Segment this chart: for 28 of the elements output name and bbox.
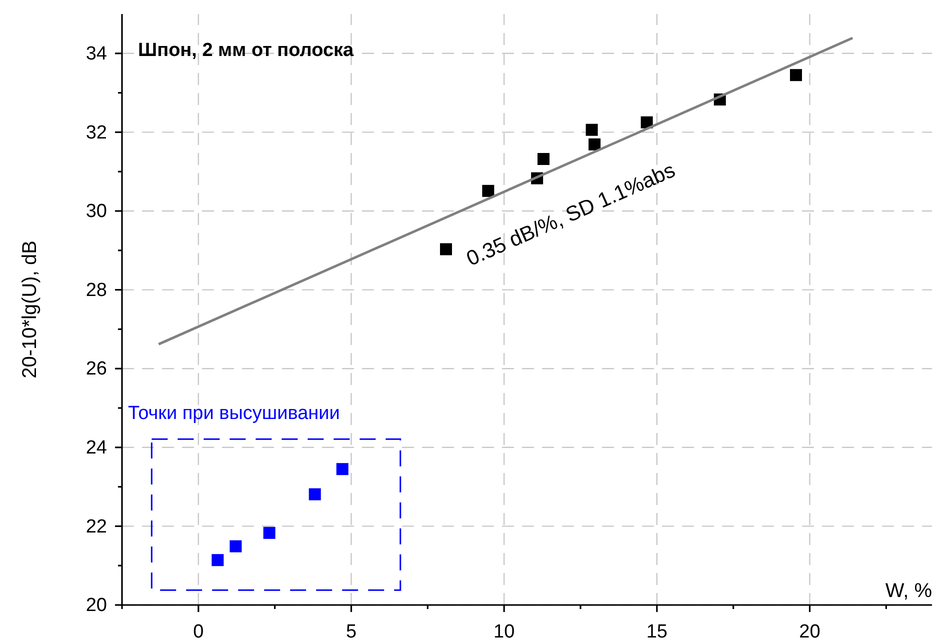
y-tick-label: 24 — [86, 437, 108, 458]
y-tick-label: 28 — [86, 280, 107, 301]
point — [440, 243, 452, 256]
point — [482, 184, 494, 197]
point — [586, 124, 598, 136]
point — [336, 463, 348, 476]
x-tick-label: 10 — [494, 621, 515, 642]
y-tick-label: 30 — [86, 201, 107, 222]
y-tick-label: 34 — [86, 43, 108, 64]
text: Шпон, 2 мм от полоска — [138, 40, 354, 61]
point — [538, 152, 550, 165]
x-axis-title: W, % — [885, 580, 932, 602]
point — [308, 488, 321, 500]
y-tick-label: 26 — [86, 358, 107, 380]
x-tick-label: 20 — [799, 621, 820, 642]
x-tick-label: 5 — [346, 621, 357, 642]
annotation: Точки при высушивании — [128, 403, 340, 424]
point — [588, 138, 601, 150]
y-tick-label: 22 — [86, 516, 107, 538]
point — [263, 526, 276, 539]
y-tick-label: 20 — [86, 595, 107, 616]
point — [790, 69, 802, 82]
point — [230, 540, 242, 552]
y-axis-title: 20-10*lg(U), dB — [19, 240, 41, 378]
y-tick-label: 32 — [86, 122, 107, 144]
point — [212, 554, 224, 566]
x-tick-label: 15 — [646, 621, 668, 642]
x-tick-label: 0 — [193, 621, 204, 642]
